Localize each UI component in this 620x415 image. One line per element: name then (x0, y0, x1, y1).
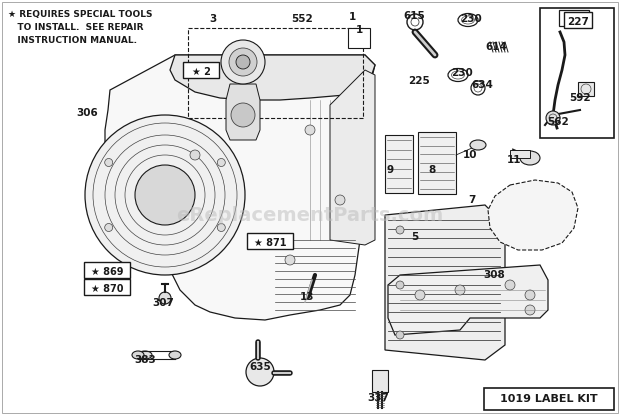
Text: 3: 3 (210, 14, 216, 24)
Text: 230: 230 (451, 68, 473, 78)
Text: 11: 11 (507, 155, 521, 165)
Polygon shape (170, 55, 375, 100)
Circle shape (285, 255, 295, 265)
Bar (418, 132, 456, 194)
Polygon shape (388, 265, 548, 335)
Circle shape (105, 224, 113, 232)
Text: 7: 7 (468, 195, 476, 205)
Circle shape (159, 292, 171, 304)
Bar (84, 279, 130, 295)
Circle shape (246, 358, 274, 386)
Circle shape (190, 150, 200, 160)
Text: 383: 383 (134, 355, 156, 365)
Text: 10: 10 (463, 150, 477, 160)
Polygon shape (226, 84, 260, 140)
Circle shape (217, 159, 225, 166)
Circle shape (305, 125, 315, 135)
Text: 1: 1 (348, 12, 356, 22)
Circle shape (525, 305, 535, 315)
Polygon shape (105, 55, 375, 320)
Text: 307: 307 (152, 298, 174, 308)
Text: ★ 871: ★ 871 (254, 238, 286, 248)
Circle shape (335, 195, 345, 205)
Text: 225: 225 (408, 76, 430, 86)
Text: 1019 LABEL KIT: 1019 LABEL KIT (500, 394, 598, 404)
Bar (385, 135, 413, 193)
Text: 230: 230 (460, 14, 482, 24)
Text: eReplacementParts.com: eReplacementParts.com (176, 205, 444, 225)
Bar (188, 28, 363, 118)
Text: 9: 9 (386, 165, 394, 175)
Bar (564, 12, 592, 28)
Polygon shape (385, 205, 505, 360)
Bar (247, 233, 293, 249)
Text: 227: 227 (567, 17, 589, 27)
Bar (183, 62, 219, 78)
Text: ★ 870: ★ 870 (91, 284, 123, 294)
Ellipse shape (169, 351, 181, 359)
Circle shape (546, 111, 560, 125)
Text: 337: 337 (367, 393, 389, 403)
Text: 614: 614 (485, 42, 507, 52)
Text: 562: 562 (547, 117, 569, 127)
Text: 13: 13 (299, 292, 314, 302)
Text: TO INSTALL.  SEE REPAIR: TO INSTALL. SEE REPAIR (8, 23, 143, 32)
Circle shape (217, 224, 225, 232)
Circle shape (231, 103, 255, 127)
Circle shape (396, 281, 404, 289)
Bar (578, 82, 594, 96)
Bar (484, 388, 614, 410)
Text: 1: 1 (355, 25, 363, 35)
Circle shape (396, 226, 404, 234)
Circle shape (396, 331, 404, 339)
Circle shape (455, 285, 465, 295)
Circle shape (135, 165, 195, 225)
Text: 592: 592 (569, 93, 591, 103)
Circle shape (415, 290, 425, 300)
Text: 635: 635 (249, 362, 271, 372)
Text: 308: 308 (483, 270, 505, 280)
Circle shape (85, 115, 245, 275)
Text: 5: 5 (412, 232, 418, 242)
Bar (372, 370, 388, 392)
Text: ★ 869: ★ 869 (91, 267, 123, 277)
Text: ★ 2: ★ 2 (192, 67, 210, 77)
Bar (540, 8, 614, 138)
Text: 615: 615 (403, 11, 425, 21)
Text: 8: 8 (428, 165, 436, 175)
Bar (348, 28, 370, 48)
Text: 306: 306 (76, 108, 98, 118)
Text: 634: 634 (471, 80, 493, 90)
Circle shape (236, 55, 250, 69)
Ellipse shape (132, 351, 144, 359)
Text: 552: 552 (291, 14, 313, 24)
Text: INSTRUCTION MANUAL.: INSTRUCTION MANUAL. (8, 36, 137, 45)
Text: ★ REQUIRES SPECIAL TOOLS: ★ REQUIRES SPECIAL TOOLS (8, 10, 153, 19)
Bar (510, 150, 530, 158)
Circle shape (525, 290, 535, 300)
Bar (84, 262, 130, 278)
Bar (559, 10, 589, 26)
Circle shape (505, 280, 515, 290)
Polygon shape (330, 70, 375, 245)
Circle shape (229, 48, 257, 76)
Circle shape (105, 159, 113, 166)
Ellipse shape (470, 140, 486, 150)
Circle shape (221, 40, 265, 84)
Ellipse shape (138, 351, 152, 359)
Ellipse shape (520, 151, 540, 165)
Polygon shape (488, 180, 578, 250)
